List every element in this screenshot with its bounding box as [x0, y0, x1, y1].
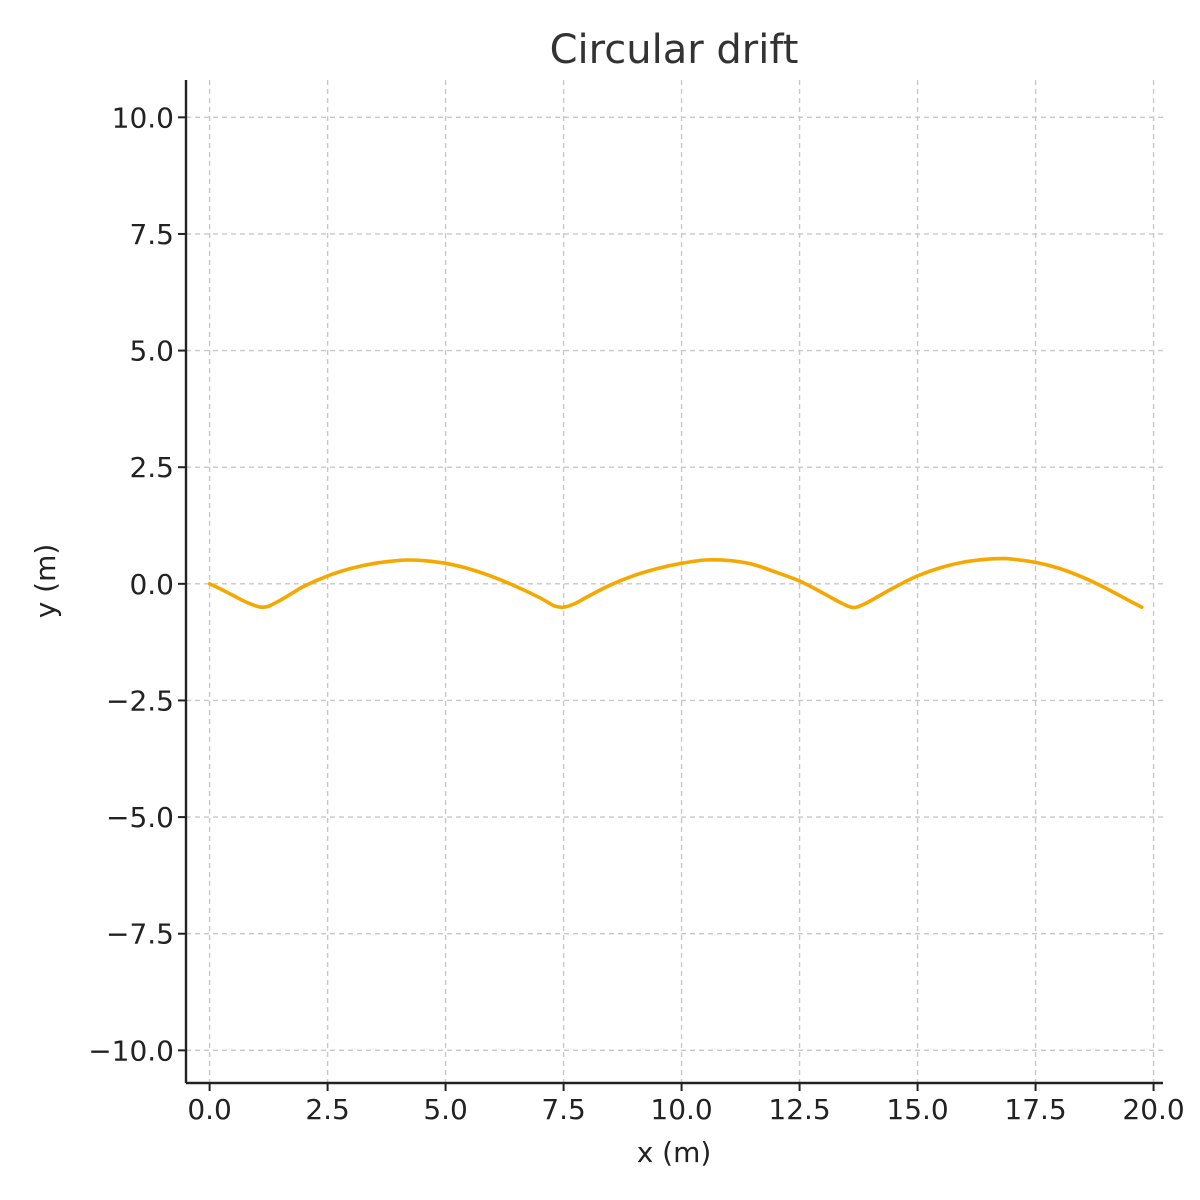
y-tick-label: 10.0 — [112, 101, 174, 134]
x-axis-label: x (m) — [637, 1136, 712, 1169]
series-line — [207, 556, 1144, 610]
grid — [186, 80, 1163, 1083]
x-tick-label: 2.5 — [305, 1093, 350, 1126]
axes — [184, 80, 1163, 1085]
y-ticks: −10.0 −7.5 −5.0 −2.5 0.0 2.5 5.0 7.5 10.0 — [88, 101, 186, 1067]
y-tick-label: −2.5 — [106, 684, 174, 717]
chart-title: Circular drift — [550, 27, 799, 73]
x-tick-label: 7.5 — [541, 1093, 586, 1126]
x-tick-label: 20.0 — [1122, 1093, 1184, 1126]
y-tick-label: 7.5 — [129, 218, 174, 251]
x-tick-label: 10.0 — [650, 1093, 712, 1126]
x-tick-label: 12.5 — [768, 1093, 830, 1126]
y-axis-label: y (m) — [29, 544, 62, 619]
y-tick-label: 0.0 — [129, 568, 174, 601]
y-tick-label: 2.5 — [129, 451, 174, 484]
x-tick-label: 15.0 — [886, 1093, 948, 1126]
series-layer — [207, 556, 1144, 610]
x-ticks: 0.0 2.5 5.0 7.5 10.0 12.5 15.0 17.5 20.0 — [187, 1083, 1185, 1126]
y-tick-label: −10.0 — [88, 1034, 174, 1067]
y-tick-label: −5.0 — [106, 801, 174, 834]
x-tick-label: 0.0 — [187, 1093, 232, 1126]
y-tick-label: −7.5 — [106, 918, 174, 951]
y-tick-label: 5.0 — [129, 335, 174, 368]
x-tick-label: 17.5 — [1004, 1093, 1066, 1126]
x-tick-label: 5.0 — [423, 1093, 468, 1126]
